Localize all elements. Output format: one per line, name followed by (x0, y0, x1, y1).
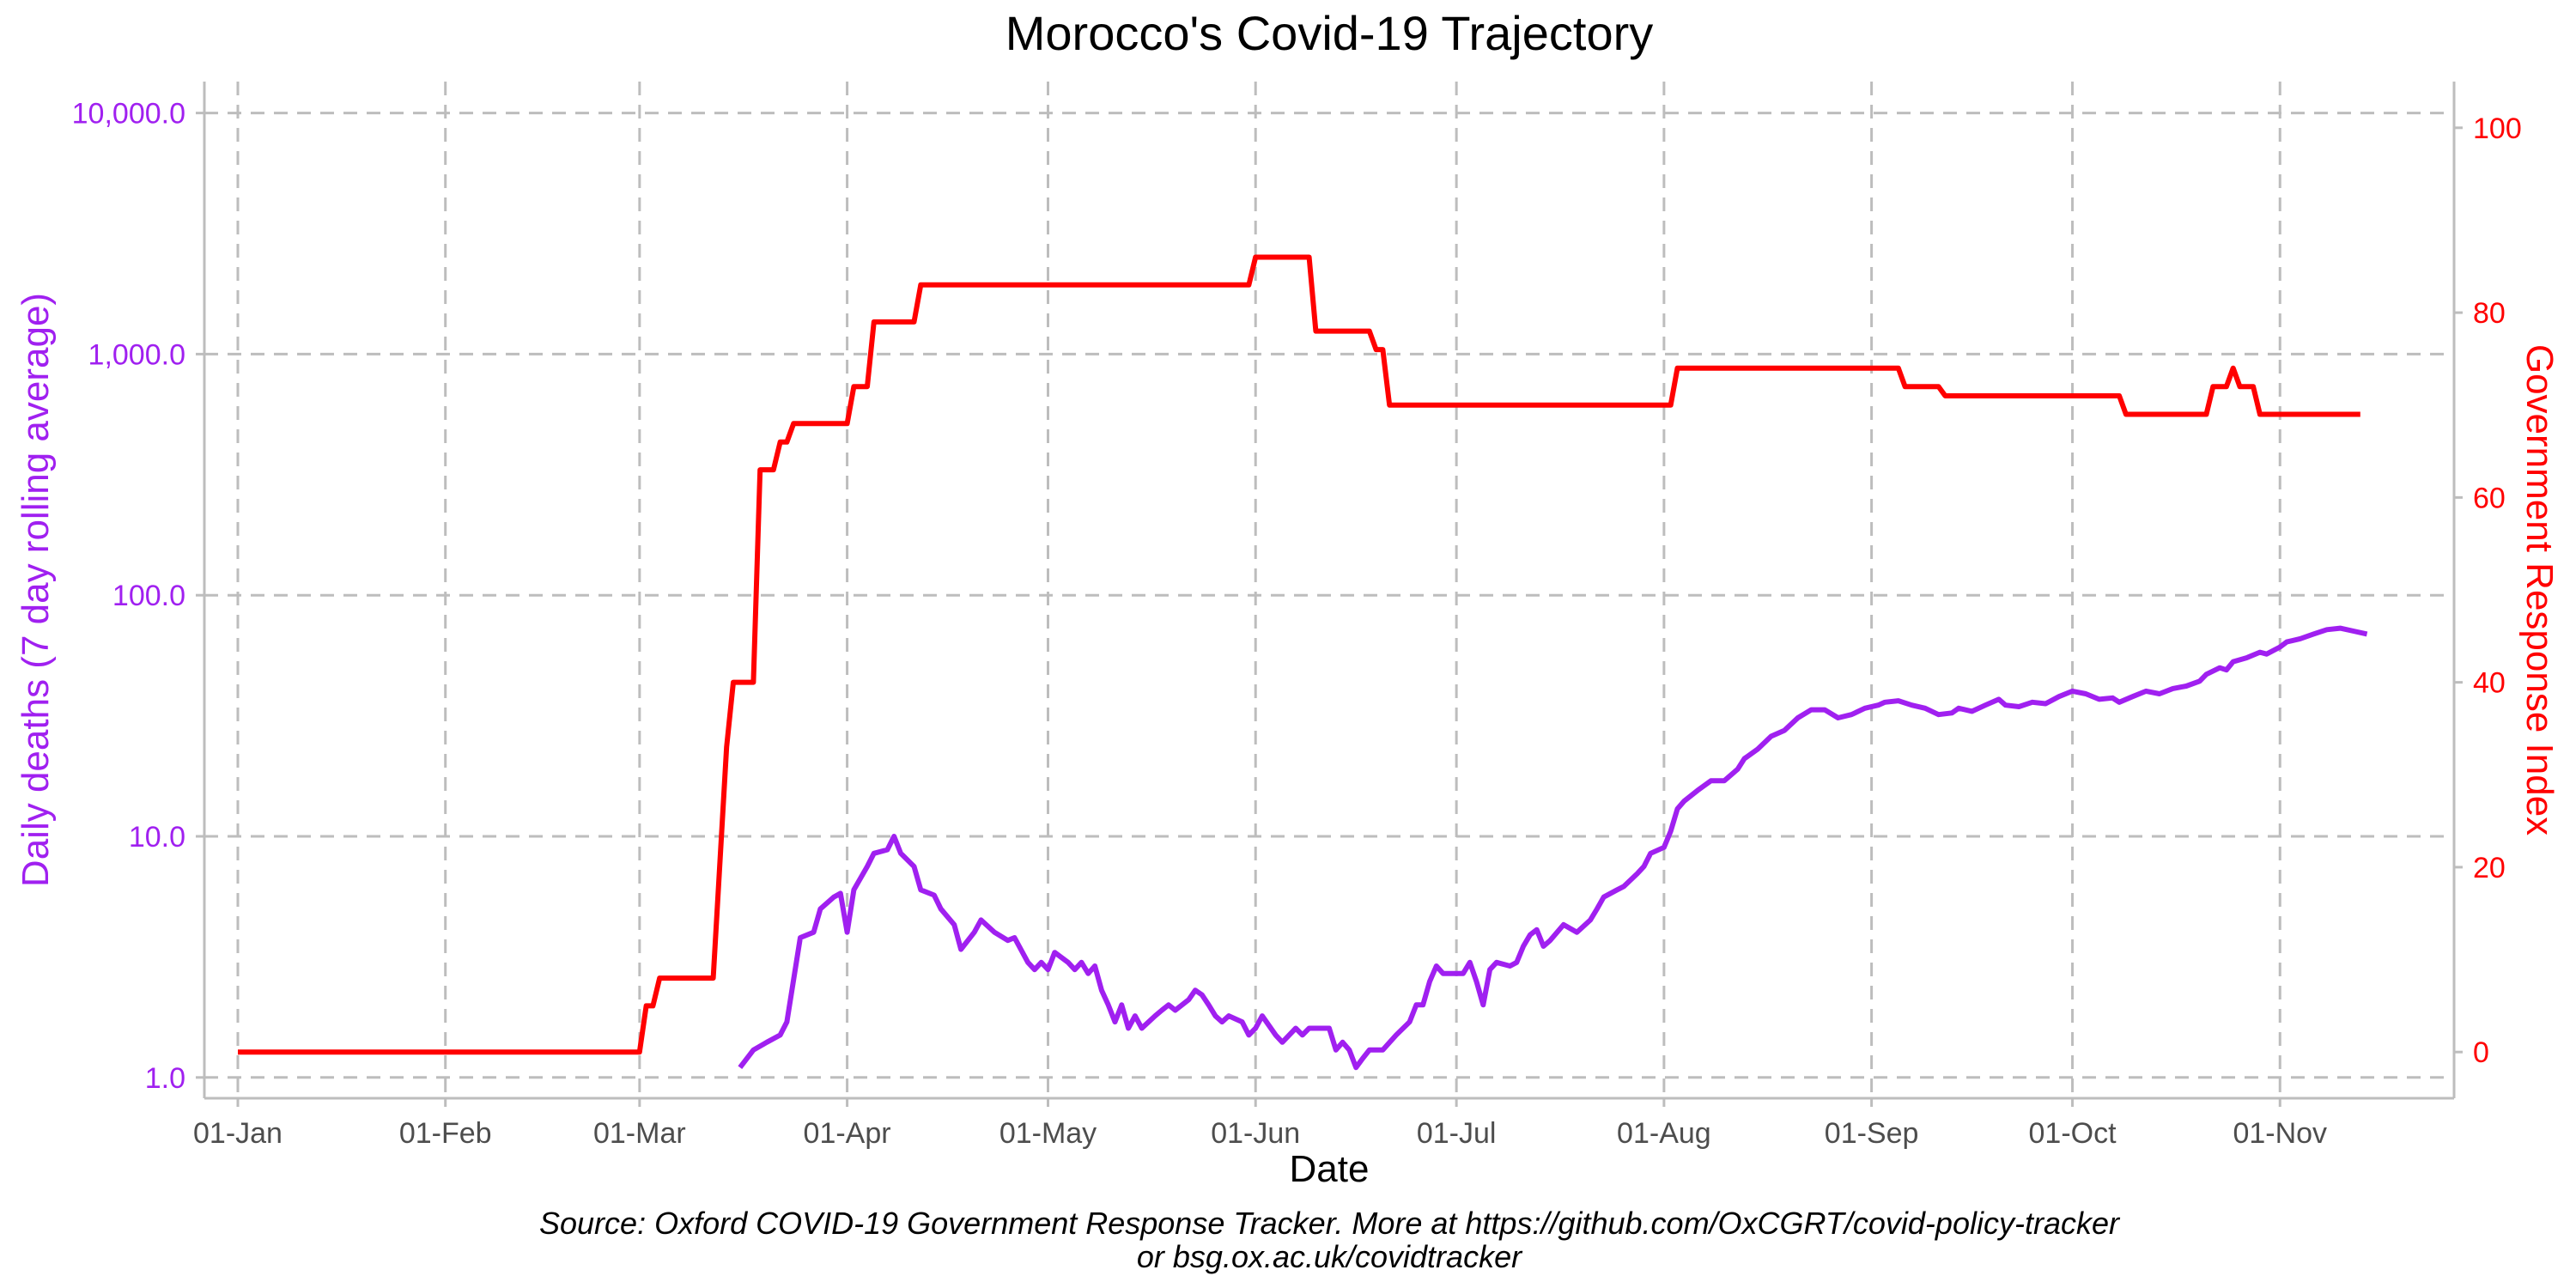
left-tick-label: 1.0 (145, 1062, 185, 1095)
x-axis-title: Date (1290, 1148, 1370, 1190)
x-tick-label: 01-Jun (1211, 1117, 1300, 1150)
series-lines (238, 254, 2368, 1071)
right-tick-label: 0 (2473, 1036, 2489, 1069)
x-axis-ticks: 01-Jan 01-Feb 01-Mar 01-Apr 01-May 01-Jun 01-J… (193, 1098, 2327, 1150)
left-tick-label: 100.0 (112, 580, 185, 612)
government-response-index-line (238, 254, 2360, 1055)
right-tick-label: 20 (2473, 852, 2506, 884)
x-tick-label: 01-Jul (1417, 1117, 1497, 1150)
x-tick-label: 01-Jan (193, 1117, 283, 1150)
x-tick-label: 01-May (999, 1117, 1097, 1150)
right-axis-title: Government Response Index (2518, 344, 2561, 835)
x-tick-label: 01-Nov (2233, 1117, 2327, 1150)
x-tick-label: 01-Aug (1617, 1117, 1711, 1150)
left-tick-label: 1,000.0 (88, 338, 185, 371)
x-tick-label: 01-Mar (593, 1117, 686, 1150)
right-tick-label: 100 (2473, 112, 2522, 145)
left-axis-ticks: 1.0 10.0 100.0 1,000.0 10,000.0 (72, 98, 204, 1095)
daily-deaths-line (738, 625, 2368, 1071)
left-axis-title: Daily deaths (7 day rolling average) (15, 293, 57, 887)
axes (203, 82, 2456, 1100)
right-tick-label: 80 (2473, 297, 2506, 330)
left-tick-label: 10,000.0 (72, 98, 185, 131)
x-tick-label: 01-Sep (1825, 1117, 1919, 1150)
source-caption-line-2: or bsg.ox.ac.uk/covidtracker (1137, 1239, 1523, 1274)
grid-lines (204, 82, 2454, 1098)
x-tick-label: 01-Feb (399, 1117, 492, 1150)
left-tick-label: 10.0 (129, 821, 185, 854)
source-caption-line-1: Source: Oxford COVID-19 Government Respo… (539, 1206, 2121, 1241)
x-tick-label: 01-Oct (2029, 1117, 2117, 1150)
right-tick-label: 40 (2473, 667, 2506, 700)
chart-title: Morocco's Covid-19 Trajectory (1005, 6, 1654, 60)
x-tick-label: 01-Apr (804, 1117, 891, 1150)
right-tick-label: 60 (2473, 482, 2506, 514)
right-axis-ticks: 0 20 40 60 80 100 (2454, 112, 2522, 1069)
